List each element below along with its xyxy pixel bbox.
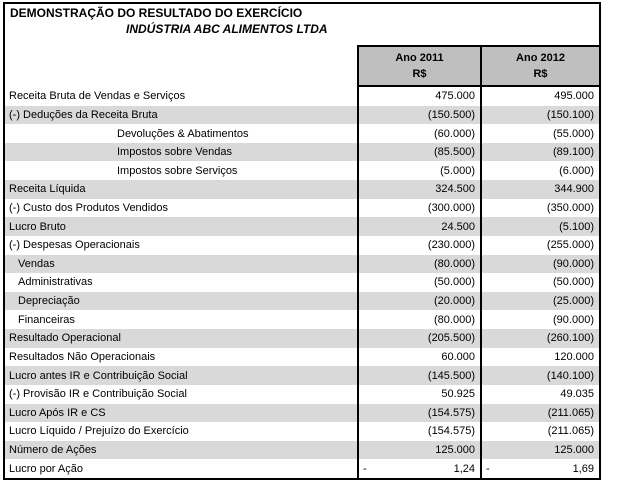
table-row: Financeiras (80.000) (90.000) [5,310,599,330]
value-2012: (55.000) [480,124,599,143]
column-header-year-label: Ano 2012 [516,52,565,64]
column-header-currency-label: R$ [412,68,427,80]
statement-rows: Receita Bruta de Vendas e Serviços 475.00… [5,87,599,478]
table-row: Lucro Bruto 24.500 (5.100) [5,217,599,236]
row-label: Resultados Não Operacionais [9,350,156,363]
table-row: (-) Provisão IR e Contribuição Social 50.… [5,384,599,404]
table-row: Administrativas (50.000) (50.000) [5,273,599,292]
row-label: Resultado Operacional [9,332,121,345]
row-label: Lucro Bruto [9,220,66,233]
value-2012: (6.000) [480,161,599,181]
value-2011: (85.500) [357,142,480,162]
accounting-minus-sign: - [363,462,367,475]
table-row: Lucro por Ação -1,24-1,69 [5,459,599,478]
row-label: Lucro Após IR e CS [9,406,106,419]
company-name: INDÚSTRIA ABC ALIMENTOS LTDA [126,22,328,36]
value-2011: 50.925 [357,384,480,404]
table-row: Receita Líquida 324.500 344.900 [5,180,599,199]
value-2011: - 1,24 [357,459,480,478]
value-2012: (89.100) [480,142,599,162]
value-2011: (154.575) [357,403,480,423]
value-2011: (5.000) [357,161,480,181]
value-2011: (20.000) [357,291,480,311]
table-row: Número de Ações 125.000 125.000 [5,440,599,460]
value-2011: (80.000) [357,254,480,274]
table-row: Receita Bruta de Vendas e Serviços 475.00… [5,87,599,106]
row-label: Lucro por Ação [9,462,83,475]
value-2012: (255.000) [480,235,599,255]
row-label: Lucro Líquido / Prejuízo do Exercício [9,425,189,438]
value-2012: (140.100) [480,366,599,385]
row-label: (-) Despesas Operacionais [9,239,140,252]
column-header-currency-label: R$ [533,68,548,80]
value-2011: (150.500) [357,105,480,125]
value-2012: (5.100) [480,217,599,236]
value-2012: (211.065) [480,403,599,423]
table-row: Impostos sobre Vendas (85.500) (89.100) [5,142,599,162]
value-2011: 475.000 [357,87,480,106]
row-label: Impostos sobre Vendas [117,146,232,159]
row-label: (-) Provisão IR e Contribuição Social [9,388,187,401]
value-2011: 60.000 [357,347,480,367]
value-2012: 344.900 [480,180,599,199]
row-label: Número de Ações [9,444,97,457]
value-2011: (205.500) [357,329,480,348]
value-2012: - 1,69 [480,459,599,478]
value-2012: (50.000) [480,273,599,292]
value-2012: (90.000) [480,310,599,330]
value-2011: (154.575) [357,422,480,441]
row-label: Receita Líquida [9,183,86,196]
value-2012: (211.065) [480,422,599,441]
row-label: Vendas [18,257,55,270]
row-label: (-) Deduções da Receita Bruta [9,108,158,121]
table-row: Depreciação (20.000) (25.000) [5,291,599,311]
table-row: Lucro Após IR e CS (154.575) (211.065) [5,403,599,423]
table-row: Lucro antes IR e Contribuição Social (145… [5,366,599,385]
value-number: 1,69 [572,462,594,475]
value-2011: 125.000 [357,440,480,460]
column-header-ano-2011: Ano 2011 R$ [357,45,480,87]
row-label: (-) Custo dos Produtos Vendidos [9,202,168,215]
row-label: Devoluções & Abatimentos [117,127,249,140]
row-label: Depreciação [18,295,80,308]
value-2011: 324.500 [357,180,480,199]
statement-title: DEMONSTRAÇÃO DO RESULTADO DO EXERCÍCIO [10,6,303,20]
column-headers: Ano 2011 R$ Ano 2012 R$ [357,45,599,87]
value-2012: (90.000) [480,254,599,274]
value-2012: (25.000) [480,291,599,311]
value-2012: (150.100) [480,105,599,125]
value-2011: (230.000) [357,235,480,255]
value-2011: (300.000) [357,198,480,218]
table-row: Resultados Não Operacionais 60.000 120.000 [5,347,599,367]
table-row: Devoluções & Abatimentos (60.000) (55.000) [5,124,599,143]
row-label: Receita Bruta de Vendas e Serviços [9,90,186,103]
value-2012: 120.000 [480,347,599,367]
row-label: Administrativas [18,276,93,289]
table-row: (-) Custo dos Produtos Vendidos (300.000)… [5,198,599,218]
accounting-minus-sign: - [486,462,490,475]
value-2012: 125.000 [480,440,599,460]
value-2012: 495.000 [480,87,599,106]
row-label: Lucro antes IR e Contribuição Social [9,369,188,382]
value-2012: (350.000) [480,198,599,218]
value-2011: (50.000) [357,273,480,292]
table-row: (-) Deduções da Receita Bruta (150.500) (1… [5,105,599,125]
income-statement-table: DEMONSTRAÇÃO DO RESULTADO DO EXERCÍCIO I… [3,2,601,480]
row-label: Financeiras [18,313,75,326]
table-row: Vendas (80.000) (90.000) [5,254,599,274]
table-row: Lucro Líquido / Prejuízo do Exercício (15… [5,422,599,441]
value-2011: 24.500 [357,217,480,236]
value-2012: (260.100) [480,329,599,348]
table-row: Impostos sobre Serviços (5.000) (6.000) [5,161,599,181]
table-row: Resultado Operacional (205.500) (260.100) [5,329,599,348]
value-number: 1,24 [453,462,475,475]
value-2011: (80.000) [357,310,480,330]
value-2011: (145.500) [357,366,480,385]
value-2011: (60.000) [357,124,480,143]
column-header-ano-2012: Ano 2012 R$ [480,45,599,87]
row-label: Impostos sobre Serviços [117,164,238,177]
value-2012: 49.035 [480,384,599,404]
column-header-year-label: Ano 2011 [395,52,444,64]
table-row: (-) Despesas Operacionais (230.000) (255.0… [5,235,599,255]
